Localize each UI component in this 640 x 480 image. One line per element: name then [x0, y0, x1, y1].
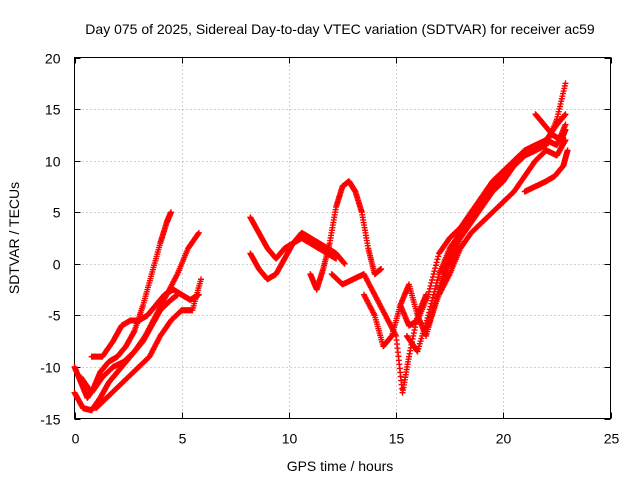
data-point: [434, 256, 441, 263]
x-tick-label: 25: [604, 431, 620, 447]
y-tick-labels: -15 -10 -5 0 5 10 15 20: [40, 51, 60, 428]
data-point: [429, 274, 436, 281]
data-point: [429, 276, 436, 283]
data-point: [429, 297, 436, 304]
data-point: [432, 265, 439, 272]
data-point: [195, 230, 202, 237]
data-point: [435, 253, 442, 260]
data-point: [432, 285, 439, 292]
x-axis-label: GPS time / hours: [287, 458, 394, 474]
data-point: [426, 285, 433, 292]
data-point: [426, 288, 433, 295]
chart-title: Day 075 of 2025, Sidereal Day-to-day VTE…: [85, 21, 595, 37]
data-point: [197, 276, 204, 283]
y-tick-label: -15: [40, 412, 60, 428]
data-point: [426, 306, 433, 313]
axis-ticks: [74, 57, 612, 420]
y-tick-label: 15: [45, 102, 61, 118]
x-tick-labels: 0 5 10 15 20 25: [72, 431, 620, 447]
data-point: [167, 209, 174, 216]
data-point: [433, 279, 440, 286]
data-point: [431, 288, 438, 295]
y-tick-label: 10: [45, 154, 61, 170]
y-tick-label: -5: [48, 308, 61, 324]
data-point: [425, 312, 432, 319]
series-sat-o: [532, 111, 569, 144]
data-point: [435, 274, 442, 281]
data-point: [378, 265, 385, 272]
data-point: [425, 291, 432, 298]
series-sat-g: [247, 235, 340, 283]
series-sat-e: [92, 276, 204, 412]
data-point: [427, 282, 434, 289]
data-point: [432, 282, 439, 289]
series-sat-d: [88, 286, 202, 360]
x-tick-label: 0: [72, 431, 80, 447]
data-point: [195, 229, 202, 236]
y-tick-label: -10: [40, 360, 60, 376]
data-point: [562, 121, 569, 128]
data-point: [434, 276, 441, 283]
x-tick-label: 10: [282, 431, 298, 447]
data-point: [333, 255, 340, 262]
data-point: [429, 294, 436, 301]
grid-lines: [74, 57, 611, 419]
x-tick-label: 5: [179, 431, 187, 447]
y-axis-label: SDTVAR / TECUs: [6, 182, 22, 294]
y-tick-label: 0: [53, 257, 61, 273]
data-point: [562, 111, 569, 118]
data-point: [428, 279, 435, 286]
plot-frame: [74, 57, 611, 419]
x-tick-label: 20: [496, 431, 512, 447]
data-point: [564, 147, 571, 154]
y-tick-label: 20: [45, 51, 61, 67]
data-point: [433, 259, 440, 266]
series-sat-h: [307, 178, 385, 293]
data-point: [430, 291, 437, 298]
series-sat-n: [435, 137, 569, 298]
data-point: [562, 126, 569, 133]
data-point: [427, 303, 434, 310]
x-tick-label: 15: [389, 431, 405, 447]
data-point: [432, 262, 439, 269]
data-point: [430, 271, 437, 278]
series-sat-p: [521, 147, 571, 195]
data-point: [562, 80, 569, 87]
data-point: [341, 260, 348, 267]
data-points: [71, 80, 571, 414]
y-tick-label: 5: [53, 205, 61, 221]
data-point: [431, 268, 438, 275]
